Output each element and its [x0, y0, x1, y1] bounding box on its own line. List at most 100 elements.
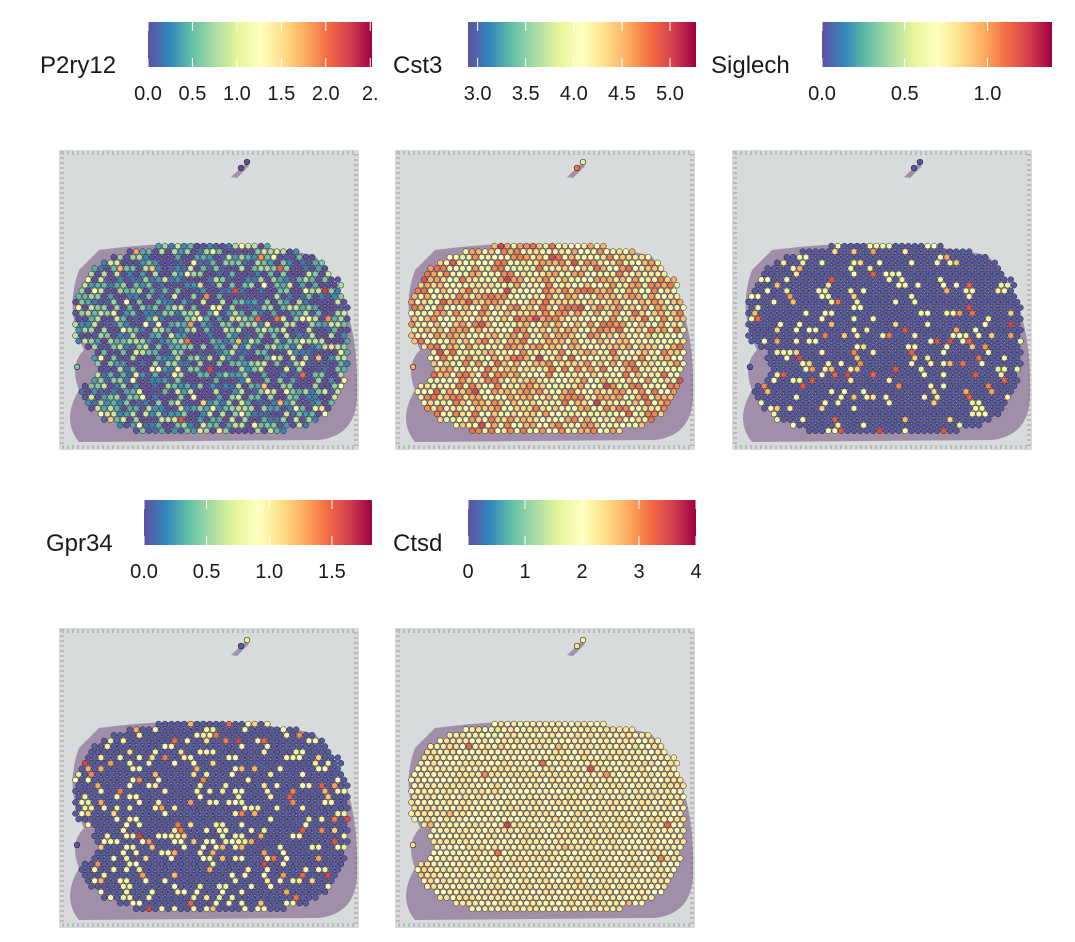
spot	[309, 811, 315, 817]
spot	[1002, 344, 1008, 350]
spot	[594, 411, 600, 417]
spot	[925, 277, 931, 283]
spot	[585, 282, 591, 288]
spot	[569, 333, 575, 339]
spot	[124, 299, 130, 305]
spot	[300, 361, 306, 367]
spot	[931, 344, 937, 350]
spot	[845, 428, 851, 434]
spot	[636, 372, 642, 378]
spot	[140, 805, 146, 811]
spot	[284, 322, 290, 328]
spot	[851, 428, 857, 434]
spot	[418, 305, 424, 311]
spot	[610, 383, 616, 389]
spot	[970, 322, 976, 328]
spot	[578, 406, 584, 412]
spot	[562, 333, 568, 339]
spot	[85, 777, 91, 783]
spot	[998, 350, 1004, 356]
spot	[813, 305, 819, 311]
spot	[473, 310, 479, 316]
spot	[233, 411, 239, 417]
spot	[613, 366, 619, 372]
spot	[306, 839, 312, 845]
spot	[245, 411, 251, 417]
spot	[332, 760, 338, 766]
spot	[114, 350, 120, 356]
spot	[130, 277, 136, 283]
spot	[559, 338, 565, 344]
spot	[130, 266, 136, 272]
spot	[226, 389, 232, 395]
spot	[822, 299, 828, 305]
spot	[790, 322, 796, 328]
spot	[874, 355, 880, 361]
spot	[236, 350, 242, 356]
spot	[1005, 316, 1011, 322]
spot	[255, 394, 261, 400]
spot	[178, 783, 184, 789]
spot	[976, 288, 982, 294]
spot	[870, 249, 876, 255]
spot	[574, 165, 580, 171]
spot	[204, 372, 210, 378]
spot	[181, 344, 187, 350]
spot	[633, 400, 639, 406]
spot	[140, 249, 146, 255]
spot	[661, 406, 667, 412]
spot	[130, 378, 136, 384]
spot	[677, 322, 683, 328]
spot	[274, 727, 280, 733]
spot	[418, 338, 424, 344]
spot	[822, 333, 828, 339]
spot	[271, 288, 277, 294]
spot	[133, 372, 139, 378]
spot	[220, 844, 226, 850]
spot	[447, 266, 453, 272]
spot	[226, 266, 232, 272]
spot	[931, 355, 937, 361]
spot	[156, 277, 162, 283]
spot	[982, 277, 988, 283]
spot	[108, 850, 114, 856]
spot	[322, 811, 328, 817]
spot	[982, 299, 988, 305]
spot	[127, 350, 133, 356]
spot	[925, 288, 931, 294]
spot	[826, 271, 832, 277]
spot	[277, 800, 283, 806]
spot	[998, 316, 1004, 322]
spot	[226, 277, 232, 283]
spot	[453, 389, 459, 395]
spot	[437, 282, 443, 288]
spot	[236, 428, 242, 434]
spot	[133, 794, 139, 800]
spot	[572, 428, 578, 434]
spot	[591, 383, 597, 389]
spot	[172, 249, 178, 255]
spot	[556, 310, 562, 316]
spot	[130, 732, 136, 738]
spot	[258, 378, 264, 384]
spot	[306, 383, 312, 389]
spot	[941, 271, 947, 277]
spot	[428, 266, 434, 272]
spot	[922, 249, 928, 255]
spot	[249, 839, 255, 845]
spot	[495, 428, 501, 434]
spot	[944, 344, 950, 350]
spot	[986, 316, 992, 322]
spot	[530, 299, 536, 305]
spot	[947, 271, 953, 277]
spot	[284, 266, 290, 272]
spot	[236, 760, 242, 766]
spot	[188, 777, 194, 783]
spot	[101, 850, 107, 856]
spot	[822, 344, 828, 350]
spot	[233, 254, 239, 260]
spot	[601, 400, 607, 406]
spot	[806, 294, 812, 300]
spot	[204, 794, 210, 800]
spot	[517, 378, 523, 384]
